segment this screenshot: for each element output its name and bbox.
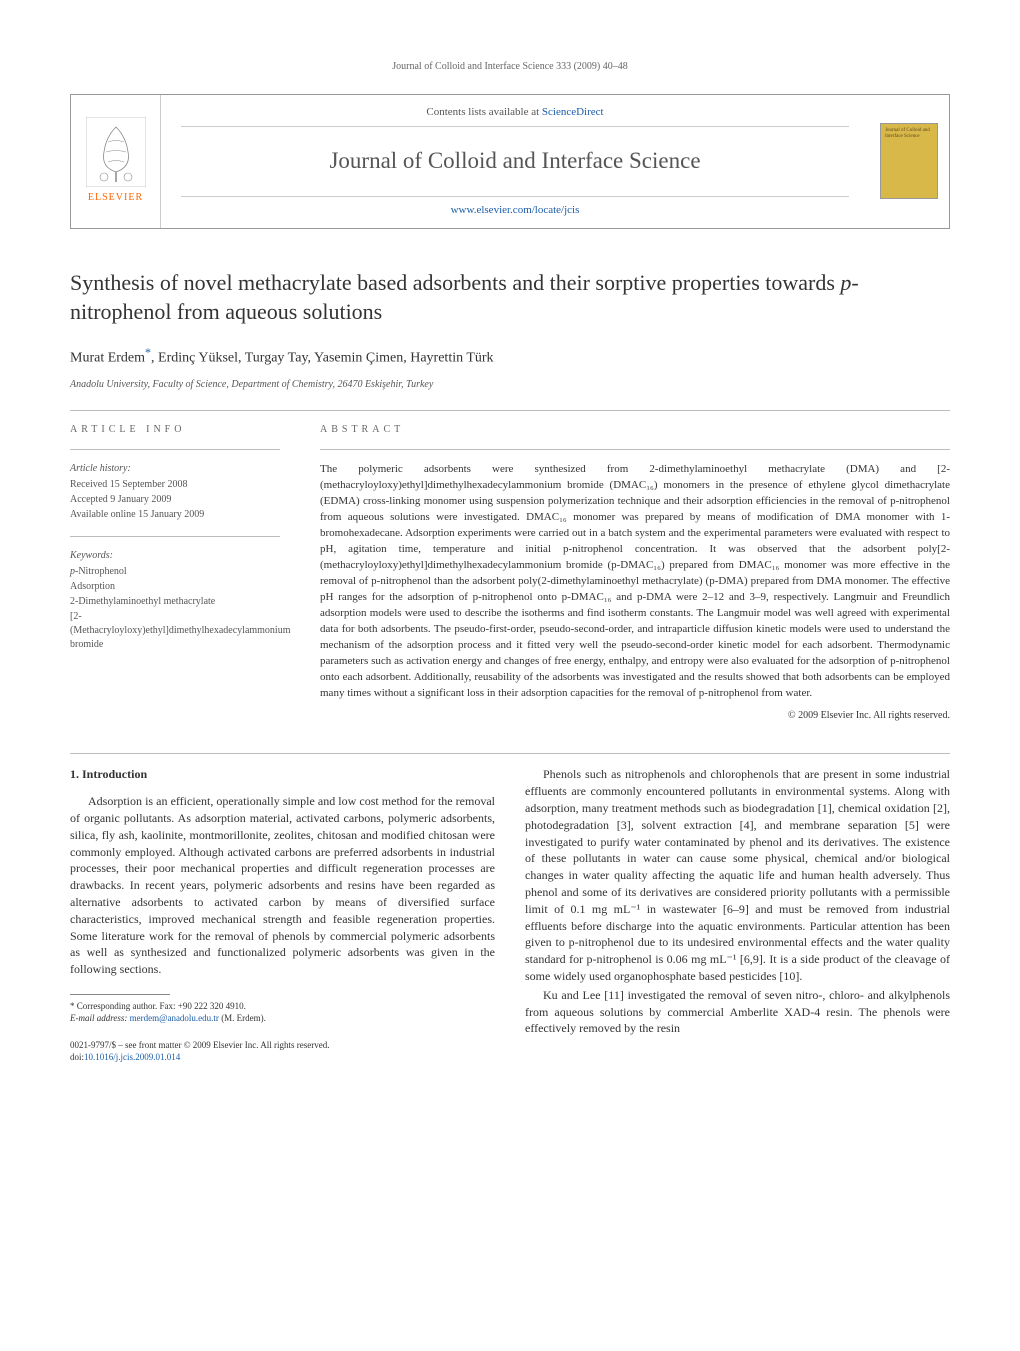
article-info-sidebar: ARTICLE INFO Article history: Received 1… [70,423,280,723]
doi-line: doi:10.1016/j.jcis.2009.01.014 [70,1052,495,1064]
article-info-heading: ARTICLE INFO [70,423,280,437]
author-corresponding: Murat Erdem [70,351,145,366]
journal-header-box: ELSEVIER Contents lists available at Sci… [70,94,950,229]
doi-link[interactable]: 10.1016/j.jcis.2009.01.014 [84,1052,180,1062]
divider-body [70,753,950,754]
title-italic: p [840,270,851,295]
issn-line: 0021-9797/$ – see front matter © 2009 El… [70,1040,495,1052]
divider-info-2 [70,536,280,537]
available-date: Available online 15 January 2009 [70,508,280,522]
history-subhead: Article history: [70,462,280,476]
email-label: E-mail address: [70,1013,130,1023]
abstract-text: The polymeric adsorbents were synthesize… [320,462,950,701]
authors-rest: , Erdinç Yüksel, Turgay Tay, Yasemin Çim… [151,351,494,366]
footnote-separator [70,994,170,995]
affiliation: Anadolu University, Faculty of Science, … [70,378,950,392]
abstract-section: ABSTRACT The polymeric adsorbents were s… [320,423,950,723]
divider-top [70,410,950,411]
intro-para-1: Adsorption is an efficient, operationall… [70,793,495,978]
contents-text: Contents lists available at [426,106,541,118]
elsevier-tree-icon [86,117,146,187]
email-link[interactable]: merdem@anadolu.edu.tr [130,1013,219,1023]
keywords-subhead: Keywords: [70,549,280,563]
accepted-date: Accepted 9 January 2009 [70,493,280,507]
article-history-block: Article history: Received 15 September 2… [70,462,280,522]
bottom-issn-doi: 0021-9797/$ – see front matter © 2009 El… [70,1040,495,1063]
kw1-rest: -Nitrophenol [75,566,127,577]
section-1-heading: 1. Introduction [70,766,495,783]
keywords-block: Keywords: p-Nitrophenol Adsorption 2-Dim… [70,549,280,652]
corresponding-footnote: * Corresponding author. Fax: +90 222 320… [70,1001,495,1024]
column-right: Phenols such as nitrophenols and chlorop… [525,766,950,1063]
keyword-4: [2-(Methacryloyloxy)ethyl]dimethylhexade… [70,610,280,652]
journal-center: Contents lists available at ScienceDirec… [161,95,869,228]
journal-cover-thumb: Journal of Colloid and Interface Science [869,95,949,228]
journal-title: Journal of Colloid and Interface Science [181,127,849,195]
title-pre: Synthesis of novel methacrylate based ad… [70,270,840,295]
col2-para-1: Phenols such as nitrophenols and chlorop… [525,766,950,984]
sciencedirect-link[interactable]: ScienceDirect [542,106,604,118]
divider-info-1 [70,449,280,450]
doi-label: doi: [70,1052,84,1062]
publisher-logo: ELSEVIER [71,95,161,228]
column-left: 1. Introduction Adsorption is an efficie… [70,766,495,1063]
publisher-name: ELSEVIER [88,191,143,205]
email-line: E-mail address: merdem@anadolu.edu.tr (M… [70,1013,495,1025]
author-list: Murat Erdem*, Erdinç Yüksel, Turgay Tay,… [70,344,950,368]
keyword-3: 2-Dimethylaminoethyl methacrylate [70,595,280,609]
received-date: Received 15 September 2008 [70,478,280,492]
journal-url[interactable]: www.elsevier.com/locate/jcis [181,196,849,218]
keyword-2: Adsorption [70,580,280,594]
abstract-copyright: © 2009 Elsevier Inc. All rights reserved… [320,709,950,723]
article-title: Synthesis of novel methacrylate based ad… [70,269,950,326]
running-header: Journal of Colloid and Interface Science… [70,60,950,74]
col2-para-2: Ku and Lee [11] investigated the removal… [525,987,950,1037]
corr-line: * Corresponding author. Fax: +90 222 320… [70,1001,495,1013]
body-columns: 1. Introduction Adsorption is an efficie… [70,766,950,1063]
cover-image: Journal of Colloid and Interface Science [880,123,938,199]
email-post: (M. Erdem). [219,1013,266,1023]
divider-abstract [320,449,950,450]
abstract-heading: ABSTRACT [320,423,950,437]
contents-lists-line: Contents lists available at ScienceDirec… [181,105,849,127]
keyword-1: p-Nitrophenol [70,565,280,579]
